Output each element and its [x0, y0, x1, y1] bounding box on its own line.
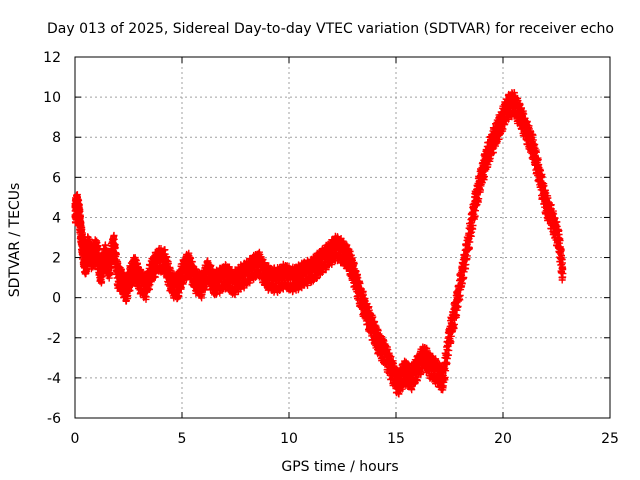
y-tick-label: 8 [52, 130, 61, 146]
data-point [110, 235, 118, 243]
y-tick-label: -4 [47, 371, 61, 387]
x-tick-label: 15 [387, 431, 405, 447]
y-axis-label: SDTVAR / TECUs [7, 183, 23, 298]
x-tick-labels: 0 5 10 15 20 25 [71, 431, 619, 447]
x-tick-label: 10 [280, 431, 298, 447]
x-tick-label: 20 [494, 431, 512, 447]
y-tick-label: -2 [47, 331, 61, 347]
y-tick-label: 10 [43, 90, 61, 106]
plot-frame [74, 56, 611, 419]
x-tick-label: 25 [601, 431, 619, 447]
y-tick-label: 6 [52, 170, 61, 186]
y-tick-label: 4 [52, 210, 61, 226]
y-tick-label: 12 [43, 50, 61, 66]
grid [75, 57, 610, 418]
chart-title: Day 013 of 2025, Sidereal Day-to-day VTE… [47, 21, 614, 37]
y-tick-labels: -6 -4 -2 0 2 4 6 8 10 12 [43, 50, 61, 427]
y-tick-label: -6 [47, 411, 61, 427]
x-tick-label: 0 [71, 431, 80, 447]
data-points [71, 89, 567, 398]
y-tick-label: 0 [52, 291, 61, 307]
x-tick-label: 5 [178, 431, 187, 447]
axis-ticks [74, 56, 611, 419]
x-axis-label: GPS time / hours [281, 459, 398, 475]
y-tick-label: 2 [52, 251, 61, 267]
